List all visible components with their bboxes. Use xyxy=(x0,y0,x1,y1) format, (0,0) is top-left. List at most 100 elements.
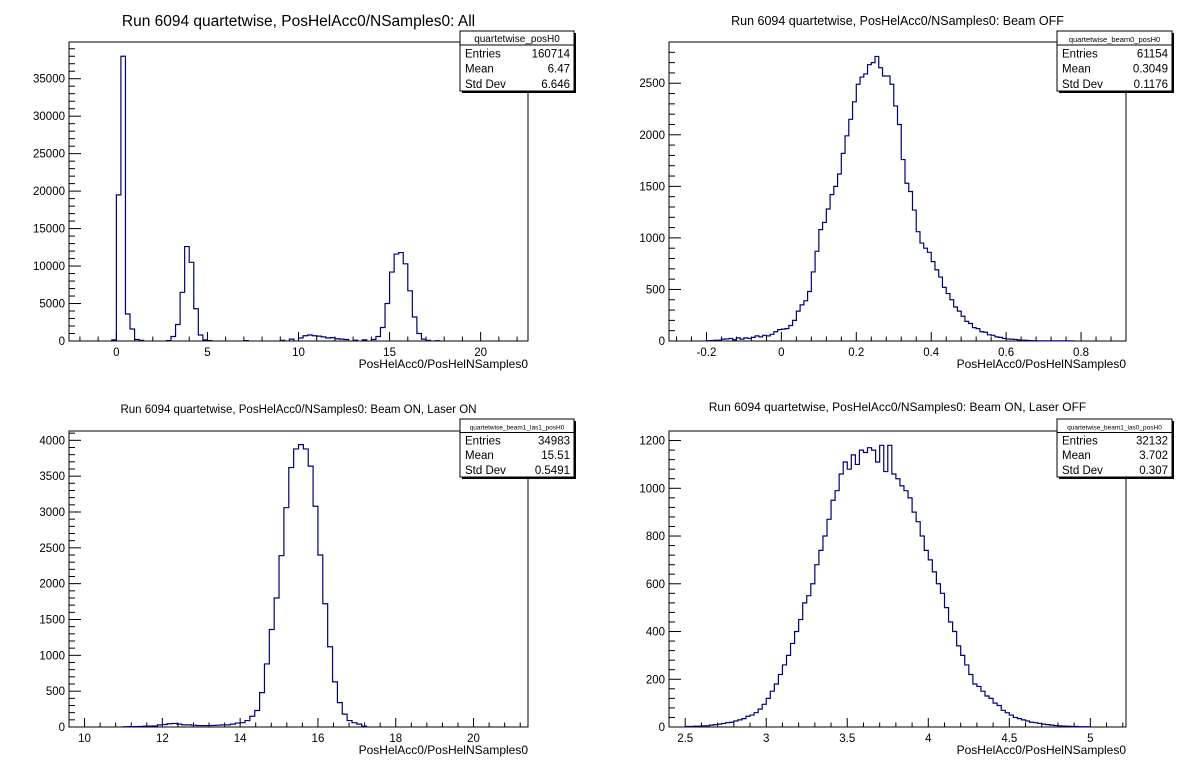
y-tick-label: 2500 xyxy=(39,543,65,555)
y-tick-label: 35000 xyxy=(33,74,65,86)
x-tick-label: 12 xyxy=(156,733,169,745)
histogram-panel-3: Run 6094 quartetwise, PosHelAcc0/NSample… xyxy=(39,404,576,757)
stats-row-value: 0.307 xyxy=(1139,465,1168,477)
stats-row-label: Mean xyxy=(1062,450,1091,462)
stats-row-label: Std Dev xyxy=(1062,465,1103,477)
y-tick-label: 600 xyxy=(646,579,665,591)
stats-box: quartetwise_beam1_las1_posH0 Entries 34983… xyxy=(459,418,576,479)
plot-frame xyxy=(668,41,1127,342)
y-tick-label: 3000 xyxy=(39,507,65,519)
stats-row-value: 0.1176 xyxy=(1134,79,1168,91)
x-tick-label: 10 xyxy=(78,733,91,745)
y-tick-label: 800 xyxy=(646,531,665,543)
stats-box-frame xyxy=(1056,418,1173,478)
stats-row-value: 0.5491 xyxy=(535,465,570,477)
chart-title: Run 6094 quartetwise, PosHelAcc0/NSample… xyxy=(731,14,1064,28)
y-tick-label: 30000 xyxy=(33,111,65,123)
y-tick-label: 25000 xyxy=(33,149,65,161)
stats-row-label: Entries xyxy=(1062,48,1098,60)
stats-row-label: Mean xyxy=(1062,64,1091,76)
x-tick-label: 5 xyxy=(1087,733,1093,745)
y-tick-label: 1200 xyxy=(639,436,665,448)
stats-row-value: 32132 xyxy=(1136,435,1168,447)
y-tick-label: 0 xyxy=(59,336,65,348)
x-tick-label: 0.8 xyxy=(1073,347,1089,359)
stats-row-label: Std Dev xyxy=(1062,79,1103,91)
x-tick-label: 18 xyxy=(389,733,402,745)
histogram-outline xyxy=(705,55,1075,342)
stats-box-name: quartetwise_beam0_posH0 xyxy=(1069,35,1160,44)
x-axis-label: PosHelAcc0/PosHelNSamples0 xyxy=(359,743,529,757)
stats-box-name: quartetwise_beam1_las1_posH0 xyxy=(470,424,565,431)
histogram-panel-1: Run 6094 quartetwise, PosHelAcc0/NSample… xyxy=(33,13,576,371)
x-tick-label: 5 xyxy=(204,347,210,359)
y-tick-label: 2000 xyxy=(39,579,65,591)
y-tick-label: 500 xyxy=(646,284,665,296)
plot-frame xyxy=(68,430,529,728)
x-tick-label: 0.4 xyxy=(923,347,940,359)
stats-row-value: 6.47 xyxy=(548,64,570,76)
y-tick-label: 1500 xyxy=(39,614,65,626)
y-tick-label: 3500 xyxy=(39,471,65,483)
x-tick-label: 20 xyxy=(467,733,480,745)
stats-row-label: Std Dev xyxy=(465,465,506,477)
x-tick-label: 15 xyxy=(383,347,396,359)
x-tick-label: 2.5 xyxy=(677,733,693,745)
x-tick-label: 3 xyxy=(763,733,769,745)
y-tick-label: 10000 xyxy=(33,261,65,273)
y-tick-label: 400 xyxy=(646,627,665,639)
stats-box-frame xyxy=(459,418,575,478)
stats-row-value: 6.646 xyxy=(541,79,570,91)
stats-row-value: 34983 xyxy=(538,435,570,447)
stats-box-frame xyxy=(1056,30,1173,92)
chart-title: Run 6094 quartetwise, PosHelAcc0/NSample… xyxy=(709,400,1087,414)
y-tick-label: 500 xyxy=(46,686,65,698)
stats-box-name: quartetwise_posH0 xyxy=(474,34,560,45)
stats-row-label: Entries xyxy=(465,48,501,60)
y-tick-label: 0 xyxy=(659,336,665,348)
stats-row-value: 0.3049 xyxy=(1133,64,1168,76)
stats-box-frame xyxy=(459,30,575,92)
x-axis-label: PosHelAcc0/PosHelNSamples0 xyxy=(359,357,529,371)
y-tick-label: 5000 xyxy=(39,299,65,311)
stats-box-name: quartetwise_beam1_las0_posH0 xyxy=(1067,424,1162,431)
y-tick-label: 20000 xyxy=(33,186,65,198)
histogram-panel-2: Run 6094 quartetwise, PosHelAcc0/NSample… xyxy=(639,14,1174,371)
stats-box: quartetwise_beam0_posH0 Entries 61154 Mean 0… xyxy=(1056,30,1174,93)
x-tick-label: 10 xyxy=(292,347,305,359)
x-tick-label: 4 xyxy=(925,733,932,745)
x-tick-label: 14 xyxy=(234,733,247,745)
x-axis-label: PosHelAcc0/PosHelNSamples0 xyxy=(957,743,1127,757)
stats-row-value: 15.51 xyxy=(541,450,570,462)
stats-row-value: 3.702 xyxy=(1139,450,1168,462)
histogram-panel-4: Run 6094 quartetwise, PosHelAcc0/NSample… xyxy=(639,400,1174,757)
plot-frame xyxy=(668,430,1127,728)
histogram-outline xyxy=(122,444,368,728)
x-axis-label: PosHelAcc0/PosHelNSamples0 xyxy=(957,357,1127,371)
x-tick-label: 20 xyxy=(474,347,487,359)
stats-row-label: Entries xyxy=(1062,435,1098,447)
chart-title: Run 6094 quartetwise, PosHelAcc0/NSample… xyxy=(120,404,476,416)
y-tick-label: 1000 xyxy=(39,650,65,662)
x-tick-label: 0.2 xyxy=(848,347,864,359)
histogram-outline xyxy=(684,444,1091,728)
x-tick-label: 0.6 xyxy=(998,347,1014,359)
y-tick-label: 1000 xyxy=(639,483,665,495)
stats-box: quartetwise_beam1_las0_posH0 Entries 32132… xyxy=(1056,418,1174,479)
stats-row-label: Std Dev xyxy=(465,79,506,91)
y-tick-label: 2000 xyxy=(639,130,665,142)
x-tick-label: 16 xyxy=(312,733,325,745)
y-tick-label: 15000 xyxy=(33,224,65,236)
chart-title: Run 6094 quartetwise, PosHelAcc0/NSample… xyxy=(122,13,475,30)
y-tick-label: 1000 xyxy=(639,233,665,245)
stats-row-label: Entries xyxy=(465,435,501,447)
y-tick-label: 0 xyxy=(59,722,65,734)
y-tick-label: 4000 xyxy=(39,435,65,447)
x-tick-label: 0 xyxy=(778,347,784,359)
stats-box: quartetwise_posH0 Entries 160714 Mean 6.47 St… xyxy=(459,30,576,93)
y-tick-label: 200 xyxy=(646,674,665,686)
x-tick-label: 4.5 xyxy=(1001,733,1017,745)
stats-row-label: Mean xyxy=(465,64,494,76)
